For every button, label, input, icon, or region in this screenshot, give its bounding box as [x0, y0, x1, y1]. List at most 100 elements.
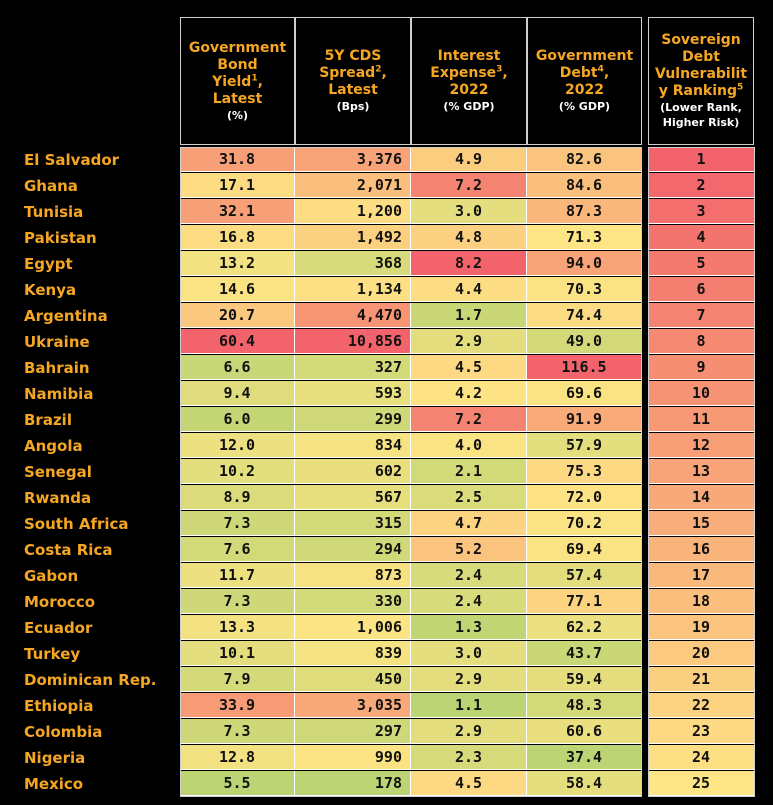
- cell-debt: 77.1: [527, 589, 642, 614]
- footnote-marker: 1: [251, 72, 258, 83]
- footnote-marker: 4: [597, 64, 604, 75]
- cell-yield: 7.3: [180, 511, 295, 536]
- cell-debt: 37.4: [527, 745, 642, 770]
- cell-cds: 990: [295, 745, 411, 770]
- cell-rank: 5: [648, 251, 755, 276]
- cell-debt: 72.0: [527, 485, 642, 510]
- cell-yield: 16.8: [180, 225, 295, 250]
- cell-cds: 2,071: [295, 173, 411, 198]
- header-line: Vulnerabilit: [654, 66, 748, 82]
- cell-interest: 2.5: [411, 485, 527, 510]
- cell-debt: 60.6: [527, 719, 642, 744]
- header-text: y Ranking: [658, 83, 738, 99]
- cell-yield: 7.9: [180, 667, 295, 692]
- header-text: Expense: [430, 65, 497, 81]
- cell-debt: 57.4: [527, 563, 642, 588]
- cell-debt: 43.7: [527, 641, 642, 666]
- cell-interest: 1.3: [411, 615, 527, 640]
- header-line: Debt: [682, 49, 720, 65]
- cell-yield: 31.8: [180, 147, 295, 172]
- cell-debt: 59.4: [527, 667, 642, 692]
- header-sup-line: Debt4,: [560, 65, 609, 82]
- column-header-interest: Interest Expense3, 2022 (% GDP): [411, 17, 527, 145]
- cell-yield: 7.3: [180, 589, 295, 614]
- cell-cds: 3,035: [295, 693, 411, 718]
- cell-interest: 4.5: [411, 355, 527, 380]
- cell-rank: 4: [648, 225, 755, 250]
- cell-interest: 2.4: [411, 589, 527, 614]
- row-label-country: Brazil: [24, 411, 72, 429]
- cell-rank: 1: [648, 147, 755, 172]
- cell-yield: 33.9: [180, 693, 295, 718]
- cell-cds: 839: [295, 641, 411, 666]
- footnote-marker: 2: [375, 64, 382, 75]
- column-header-debt: Government Debt4, 2022 (% GDP): [527, 17, 642, 145]
- cell-debt: 74.4: [527, 303, 642, 328]
- cell-debt: 75.3: [527, 459, 642, 484]
- cell-cds: 1,492: [295, 225, 411, 250]
- cell-cds: 3,376: [295, 147, 411, 172]
- cell-yield: 12.8: [180, 745, 295, 770]
- cell-cds: 178: [295, 771, 411, 796]
- row-label-country: Bahrain: [24, 359, 90, 377]
- cell-rank: 12: [648, 433, 755, 458]
- cell-debt: 70.2: [527, 511, 642, 536]
- row-label-country: Mexico: [24, 775, 84, 793]
- row-label-country: Gabon: [24, 567, 79, 585]
- cell-interest: 4.8: [411, 225, 527, 250]
- cell-yield: 32.1: [180, 199, 295, 224]
- cell-interest: 2.9: [411, 719, 527, 744]
- cell-rank: 2: [648, 173, 755, 198]
- cell-debt: 87.3: [527, 199, 642, 224]
- row-label-country: Namibia: [24, 385, 94, 403]
- cell-cds: 297: [295, 719, 411, 744]
- row-label-country: Kenya: [24, 281, 77, 299]
- cell-interest: 4.4: [411, 277, 527, 302]
- header-unit: (% GDP): [443, 100, 495, 113]
- cell-interest: 3.0: [411, 199, 527, 224]
- footnote-marker: 3: [496, 64, 503, 75]
- cell-rank: 19: [648, 615, 755, 640]
- cell-rank: 21: [648, 667, 755, 692]
- header-line: Government: [535, 48, 634, 64]
- cell-debt: 48.3: [527, 693, 642, 718]
- cell-debt: 69.6: [527, 381, 642, 406]
- cell-debt: 69.4: [527, 537, 642, 562]
- cell-rank: 13: [648, 459, 755, 484]
- cell-interest: 2.9: [411, 667, 527, 692]
- header-unit: (%): [226, 108, 249, 122]
- cell-rank: 7: [648, 303, 755, 328]
- cell-yield: 10.2: [180, 459, 295, 484]
- cell-rank: 17: [648, 563, 755, 588]
- header-sup-line: y Ranking5: [659, 83, 744, 100]
- column-header-yield: Government Bond Yield1, Latest (%): [180, 17, 295, 145]
- footnote-marker: 5: [737, 82, 744, 93]
- cell-cds: 834: [295, 433, 411, 458]
- header-sup-line: Yield1,: [212, 72, 263, 91]
- cell-rank: 10: [648, 381, 755, 406]
- header-line: Bond: [217, 56, 258, 73]
- cell-yield: 13.3: [180, 615, 295, 640]
- row-label-country: Tunisia: [24, 203, 84, 221]
- row-label-country: Ecuador: [24, 619, 93, 637]
- cell-cds: 330: [295, 589, 411, 614]
- row-label-country: Dominican Rep.: [24, 671, 157, 689]
- cell-debt: 57.9: [527, 433, 642, 458]
- cell-rank: 23: [648, 719, 755, 744]
- cell-rank: 8: [648, 329, 755, 354]
- cell-yield: 5.5: [180, 771, 295, 796]
- header-text: ,: [603, 65, 610, 81]
- cell-debt: 49.0: [527, 329, 642, 354]
- cell-debt: 82.6: [527, 147, 642, 172]
- cell-rank: 9: [648, 355, 755, 380]
- cell-rank: 16: [648, 537, 755, 562]
- cell-interest: 8.2: [411, 251, 527, 276]
- row-label-country: Ghana: [24, 177, 78, 195]
- cell-interest: 7.2: [411, 173, 527, 198]
- row-label-country: Morocco: [24, 593, 96, 611]
- row-label-country: Colombia: [24, 723, 103, 741]
- row-label-country: South Africa: [24, 515, 129, 533]
- cell-yield: 13.2: [180, 251, 295, 276]
- cell-cds: 299: [295, 407, 411, 432]
